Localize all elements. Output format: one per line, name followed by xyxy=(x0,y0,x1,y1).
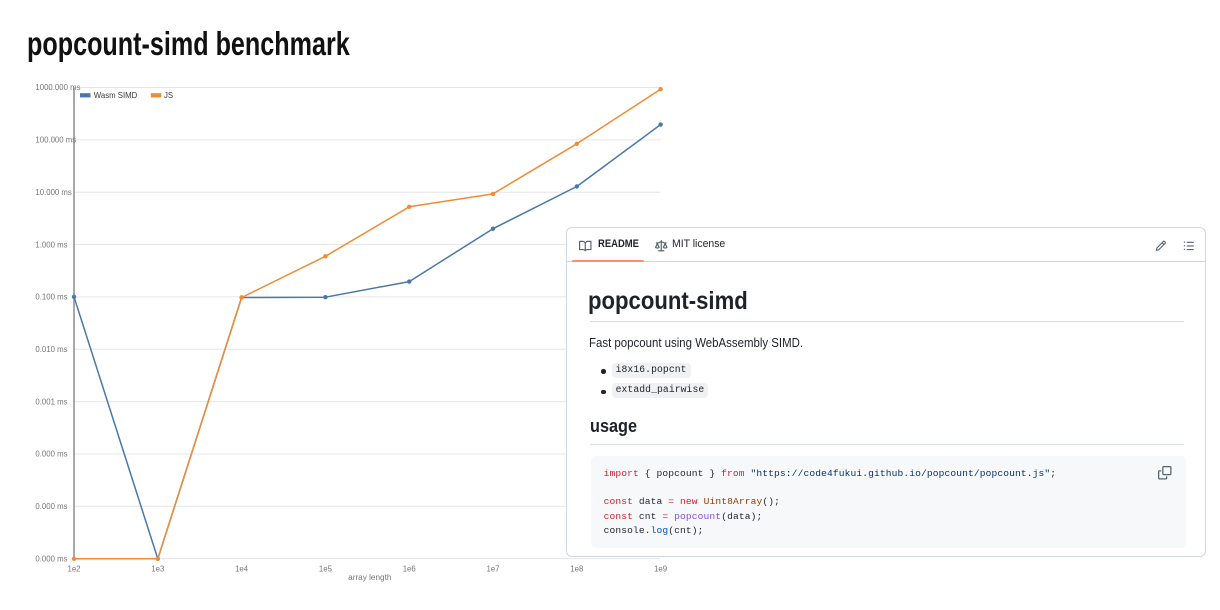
svg-text:0.000 ms: 0.000 ms xyxy=(35,554,67,563)
svg-text:1e7: 1e7 xyxy=(486,564,499,573)
svg-text:1e5: 1e5 xyxy=(319,564,333,573)
svg-text:1e4: 1e4 xyxy=(235,564,249,573)
svg-text:100.000 ms: 100.000 ms xyxy=(35,136,76,145)
svg-text:0.010 ms: 0.010 ms xyxy=(35,345,67,354)
svg-text:1e2: 1e2 xyxy=(67,564,80,573)
svg-text:1e6: 1e6 xyxy=(403,564,416,573)
svg-text:1000.000 ms: 1000.000 ms xyxy=(35,83,80,92)
svg-text:10.000 ms: 10.000 ms xyxy=(35,188,72,197)
svg-text:1e8: 1e8 xyxy=(570,564,583,573)
svg-text:1e3: 1e3 xyxy=(151,564,164,573)
svg-text:1e9: 1e9 xyxy=(654,564,667,573)
svg-text:0.100 ms: 0.100 ms xyxy=(35,293,67,302)
svg-text:Wasm SIMD: Wasm SIMD xyxy=(94,91,138,100)
svg-text:array length: array length xyxy=(348,573,392,582)
svg-text:0.000 ms: 0.000 ms xyxy=(35,502,67,511)
svg-text:JS: JS xyxy=(164,91,173,100)
svg-text:1.000 ms: 1.000 ms xyxy=(35,240,67,249)
svg-text:0.000 ms: 0.000 ms xyxy=(35,450,67,459)
svg-text:0.001 ms: 0.001 ms xyxy=(35,397,67,406)
